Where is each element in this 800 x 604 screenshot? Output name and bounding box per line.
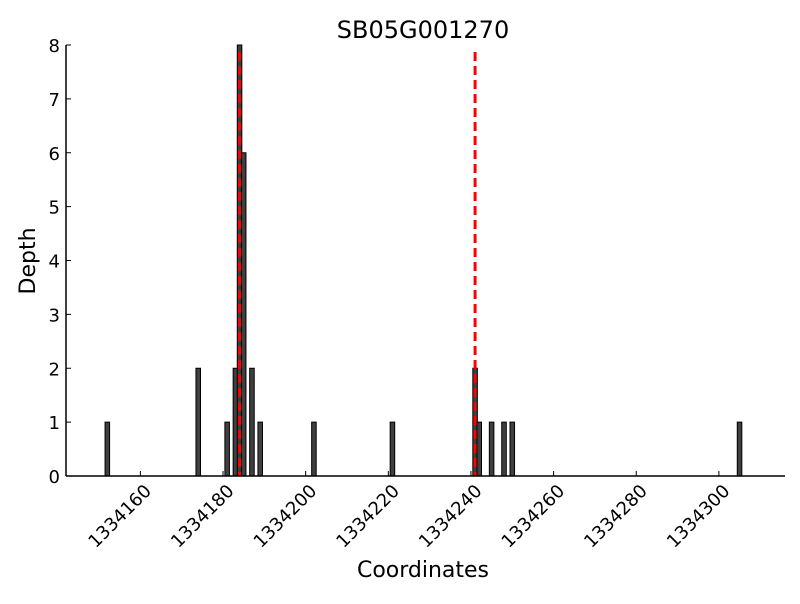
x-tick-label: 1334220 xyxy=(332,481,404,553)
y-axis-label: Depth xyxy=(16,227,41,294)
x-tick-label: 1334280 xyxy=(580,481,652,553)
y-tick-label: 2 xyxy=(49,359,60,380)
bar xyxy=(195,367,202,477)
y-tick-label: 5 xyxy=(49,198,60,219)
bar xyxy=(104,421,111,477)
x-tick-label: 1334160 xyxy=(84,481,156,553)
bar xyxy=(509,421,516,477)
y-tick-label: 7 xyxy=(49,90,60,111)
bar xyxy=(476,421,482,477)
bar xyxy=(257,421,263,477)
bar xyxy=(224,421,230,477)
bar xyxy=(311,421,317,477)
y-tick-label: 4 xyxy=(49,252,60,273)
x-tick-label: 1334200 xyxy=(250,481,322,553)
x-tick-label: 1334300 xyxy=(663,481,735,553)
x-tick-label: 1334260 xyxy=(498,481,570,553)
chart-title: SB05G001270 xyxy=(337,16,509,44)
y-tick-label: 3 xyxy=(49,305,60,326)
bar xyxy=(389,421,396,477)
bar xyxy=(488,421,495,477)
y-tick-label: 0 xyxy=(49,467,60,488)
x-tick-label: 1334180 xyxy=(167,481,239,553)
x-axis-label: Coordinates xyxy=(357,558,489,583)
y-tick-label: 8 xyxy=(49,36,60,57)
bar xyxy=(240,152,247,477)
bar xyxy=(736,421,743,477)
y-tick-label: 1 xyxy=(49,413,60,434)
y-tick-label: 6 xyxy=(49,144,60,165)
bar xyxy=(501,421,507,477)
bar xyxy=(249,367,255,477)
x-tick-label: 1334240 xyxy=(415,481,487,553)
